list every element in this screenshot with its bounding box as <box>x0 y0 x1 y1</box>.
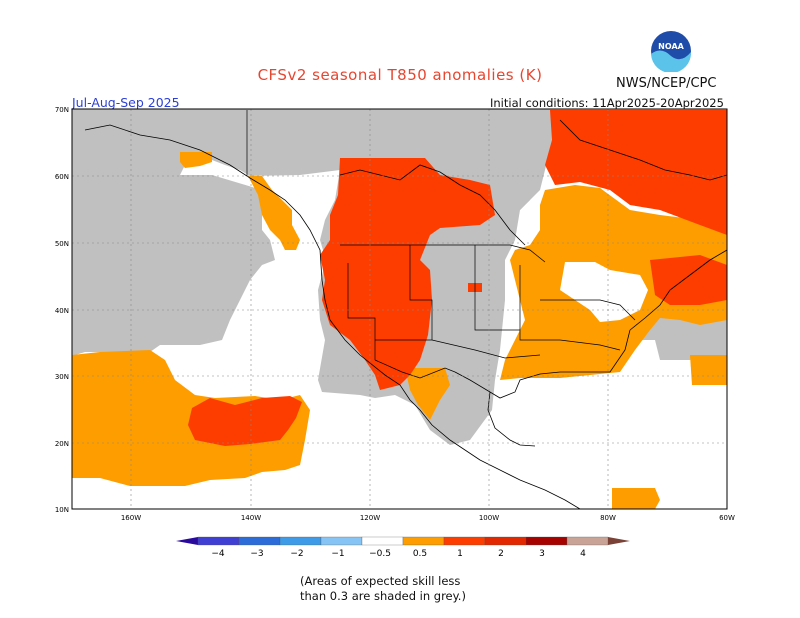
orange-west <box>248 176 300 250</box>
logo-text: NOAA <box>658 42 684 51</box>
orange-caribbean <box>612 488 660 509</box>
colorbar-label: 4 <box>580 549 586 559</box>
red-hawaii-region <box>188 396 302 446</box>
colorbar-segment <box>484 536 527 546</box>
colorbar-segment <box>279 536 322 546</box>
colorbar-label: −0.5 <box>369 549 391 559</box>
red-west <box>320 158 495 390</box>
colorbar-segment <box>238 536 281 546</box>
colorbar-label: 0.5 <box>413 549 427 559</box>
lon-label: 140W <box>241 514 261 522</box>
lat-label: 70N <box>55 106 69 114</box>
colorbar-segment <box>525 536 568 546</box>
map-frame <box>71 108 728 510</box>
red-east-coast <box>650 255 727 305</box>
colorbar-label: −3 <box>250 549 263 559</box>
colorbar-label: −2 <box>290 549 303 559</box>
lon-label: 80W <box>600 514 616 522</box>
coastlines <box>84 119 728 510</box>
graticule <box>72 109 727 509</box>
colorbar-arrow-left <box>176 537 198 545</box>
initial-conditions-label: Initial conditions: 11Apr2025-20Apr2025 <box>490 96 724 110</box>
colorbar-label: 1 <box>457 549 463 559</box>
colorbar-segment <box>443 536 486 546</box>
colorbar-arrow-right <box>608 537 630 545</box>
orange-gulf <box>690 355 727 385</box>
lat-label: 40N <box>55 307 69 315</box>
noaa-logo: NOAA <box>651 31 692 72</box>
lon-label: 120W <box>360 514 380 522</box>
orange-mexico <box>405 368 450 420</box>
colorbar-segment <box>320 536 363 546</box>
period-label: Jul-Aug-Sep 2025 <box>72 95 180 110</box>
agency-label: NWS/NCEP/CPC <box>616 76 717 91</box>
orange-north <box>180 152 212 168</box>
colorbar-label: 2 <box>498 549 504 559</box>
lat-label: 30N <box>55 373 69 381</box>
lon-label: 60W <box>719 514 735 522</box>
colorbar-labels: −4 −3 −2 −1 −0.5 0.5 1 2 3 4 <box>211 549 586 559</box>
lat-label: 60N <box>55 173 69 181</box>
grey-skill-region-se <box>520 120 548 210</box>
skill-note-line: (Areas of expected skill less <box>300 574 461 588</box>
political-borders <box>246 110 636 379</box>
colorbar-label: −1 <box>331 549 344 559</box>
lon-label: 160W <box>121 514 141 522</box>
colorbar <box>176 536 630 546</box>
lon-label: 100W <box>479 514 499 522</box>
colorbar-segment <box>402 536 445 546</box>
lat-label: 50N <box>55 240 69 248</box>
colorbar-segment <box>361 536 404 546</box>
lat-label: 20N <box>55 440 69 448</box>
great-lakes-blank <box>560 262 648 322</box>
red-northeast <box>545 110 727 235</box>
colorbar-label: 3 <box>539 549 545 559</box>
map-title: CFSv2 seasonal T850 anomalies (K) <box>257 66 543 84</box>
lat-label: 10N <box>55 506 69 514</box>
skill-note-line: than 0.3 are shaded in grey.) <box>300 589 466 603</box>
colorbar-label: −4 <box>211 549 225 559</box>
colorbar-segment <box>566 536 609 546</box>
skill-note: (Areas of expected skill less than 0.3 a… <box>300 574 550 604</box>
colorbar-segment <box>197 536 240 546</box>
